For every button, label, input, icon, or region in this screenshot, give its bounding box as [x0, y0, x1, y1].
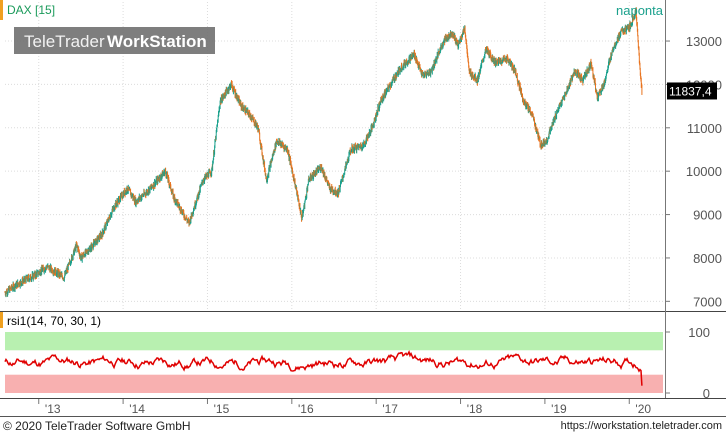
price-panel: 70008000900010000110001200013000 TeleTra…: [0, 0, 722, 310]
price-tick-label: 10000: [686, 164, 722, 179]
rsi-badge: [0, 312, 3, 328]
chart-area: 70008000900010000110001200013000 TeleTra…: [0, 0, 726, 416]
x-tick-label: '18: [467, 402, 483, 416]
price-tick-label: 9000: [693, 208, 722, 223]
interval-annotation: naponta: [616, 3, 664, 18]
x-tick-label: '20: [635, 402, 651, 416]
watermark-right-text: WorkStation: [107, 32, 207, 51]
watermark-logo: TeleTrader WorkStation: [14, 27, 215, 54]
x-tick-label: '13: [45, 402, 61, 416]
last-value-text: 11837,4: [669, 84, 712, 98]
price-title: DAX [15]: [7, 3, 55, 17]
rsi-title: rsi1(14, 70, 30, 1): [7, 314, 101, 328]
rsi-line: [4, 350, 643, 386]
x-tick-label: '16: [298, 402, 314, 416]
footer: © 2020 TeleTrader Software GmbH https://…: [0, 416, 726, 436]
series-badge: [0, 0, 3, 20]
price-tick-label: 13000: [686, 34, 722, 49]
x-tick-label: '15: [214, 402, 230, 416]
price-tick-label: 8000: [693, 251, 722, 266]
x-tick-label: '14: [129, 402, 145, 416]
rsi-tick-label: 100: [688, 325, 710, 340]
x-tick-label: '17: [382, 402, 398, 416]
watermark-left-text: TeleTrader: [24, 32, 105, 51]
rsi-tick-label: 0: [703, 386, 710, 401]
price-tick-label: 11000: [687, 121, 722, 136]
x-axis: '13 '14 '15 '16 '17 '18 '19 '20: [38, 399, 651, 416]
rsi-panel: 0 100 rsi1(14, 70, 30, 1): [0, 312, 726, 401]
overbought-band: [5, 332, 663, 351]
oversold-band: [5, 374, 663, 393]
price-tick-label: 7000: [693, 294, 722, 309]
rsi-y-axis: 0 100: [666, 325, 710, 401]
footer-url-link[interactable]: https://workstation.teletrader.com: [560, 420, 722, 432]
price-candles: [4, 7, 643, 298]
copyright-text: © 2020 TeleTrader Software GmbH: [3, 419, 191, 433]
last-value-label: 11837,4: [667, 82, 717, 100]
x-tick-label: '19: [551, 402, 567, 416]
